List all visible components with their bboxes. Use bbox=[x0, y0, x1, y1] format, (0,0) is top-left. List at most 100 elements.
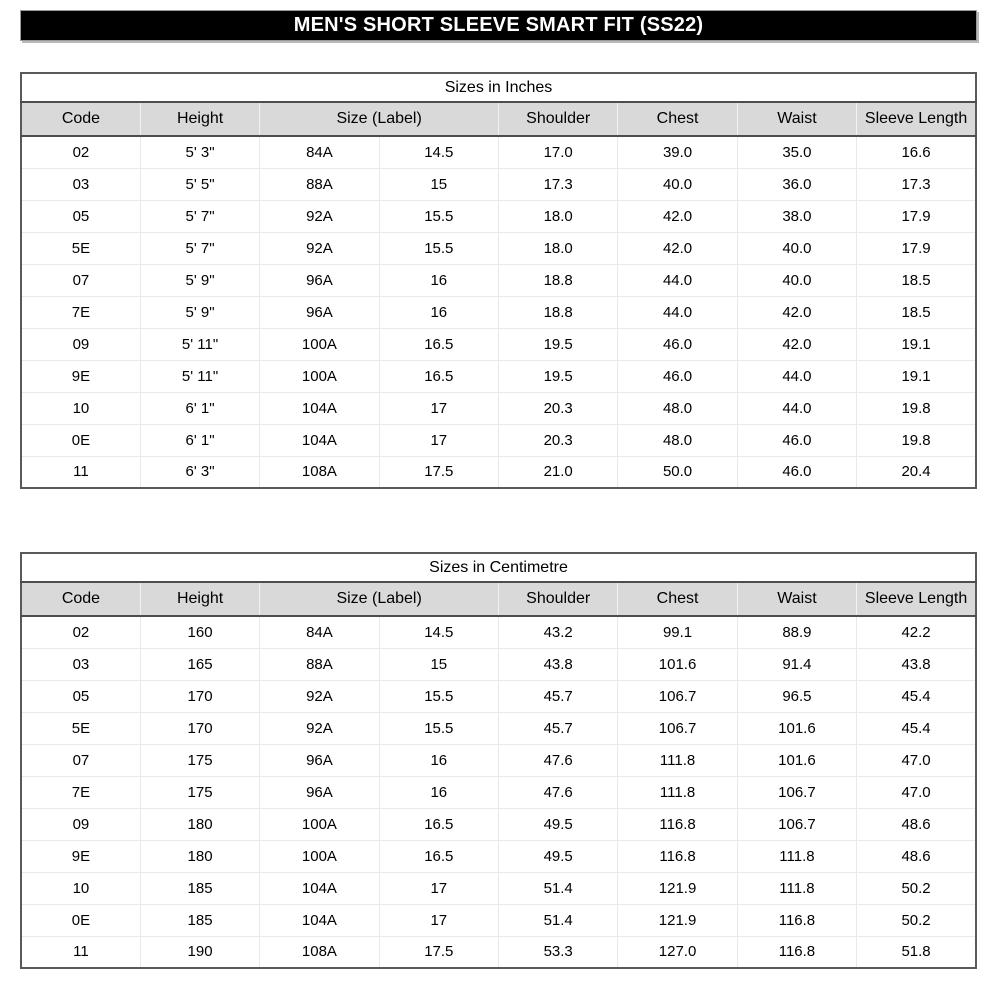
table-cell: 18.0 bbox=[497, 231, 619, 265]
table-cell: 101.6 bbox=[736, 711, 858, 745]
table-cell: 108A bbox=[259, 935, 380, 968]
table-cell: 16 bbox=[378, 295, 500, 329]
table-cell: 42.0 bbox=[736, 295, 858, 329]
table-cell: 19.1 bbox=[856, 359, 977, 393]
table-cell: 5E bbox=[20, 231, 141, 265]
table-cell: 9E bbox=[20, 359, 141, 393]
table-cell: 15 bbox=[378, 167, 500, 201]
column-header: Shoulder bbox=[497, 102, 619, 137]
table-cell: 47.0 bbox=[856, 775, 977, 809]
table-cell: 106.7 bbox=[736, 775, 858, 809]
column-header: Height bbox=[139, 102, 261, 137]
table-cell: 6' 1" bbox=[139, 423, 261, 457]
column-header: Shoulder bbox=[497, 582, 619, 617]
table-row: 05 5' 7" 92A 15.5 18.0 42.0 38.0 17.9 bbox=[20, 199, 977, 233]
table-cell: 44.0 bbox=[617, 263, 738, 297]
column-header: Code bbox=[20, 582, 141, 617]
table-cell: 18.0 bbox=[497, 199, 619, 233]
table-cell: 17.3 bbox=[856, 167, 977, 201]
table-cell: 100A bbox=[259, 359, 380, 393]
table-cell: 5' 3" bbox=[139, 135, 261, 169]
table-row: 09 5' 11" 100A 16.5 19.5 46.0 42.0 19.1 bbox=[20, 327, 977, 361]
table-row: 7E 5' 9" 96A 16 18.8 44.0 42.0 18.5 bbox=[20, 295, 977, 329]
table-row: 11 190 108A 17.5 53.3 127.0 116.8 51.8 bbox=[20, 935, 977, 968]
sizes-in-inches-table: Sizes in Inches Code Height Size (Label) Sh… bbox=[20, 72, 977, 489]
table-cell: 42.0 bbox=[736, 327, 858, 361]
table-cell: 20.3 bbox=[497, 423, 619, 457]
table-cell: 180 bbox=[139, 807, 261, 841]
table-cell: 43.8 bbox=[856, 647, 977, 681]
table-cell: 5' 7" bbox=[139, 199, 261, 233]
table-cell: 02 bbox=[20, 135, 141, 169]
column-header: Size (Label) bbox=[259, 582, 499, 617]
table-cell: 17.9 bbox=[856, 199, 977, 233]
table-cell: 108A bbox=[259, 455, 380, 488]
table-title: Sizes in Inches bbox=[21, 73, 976, 103]
table-cell: 16.5 bbox=[378, 359, 500, 393]
table-header-row: Code Height Size (Label) Shoulder Chest Waist… bbox=[20, 102, 977, 137]
table-row: 07 5' 9" 96A 16 18.8 44.0 40.0 18.5 bbox=[20, 263, 977, 297]
table-cell: 11 bbox=[20, 935, 141, 968]
table-cell: 18.5 bbox=[856, 295, 977, 329]
table-cell: 15 bbox=[378, 647, 500, 681]
table-cell: 96A bbox=[259, 295, 380, 329]
table-cell: 47.0 bbox=[856, 743, 977, 777]
table-title: Sizes in Centimetre bbox=[21, 553, 976, 583]
table-cell: 47.6 bbox=[497, 743, 619, 777]
table-cell: 106.7 bbox=[617, 679, 738, 713]
table-cell: 16 bbox=[378, 775, 500, 809]
table-row: 02 5' 3" 84A 14.5 17.0 39.0 35.0 16.6 bbox=[20, 135, 977, 169]
table-cell: 106.7 bbox=[736, 807, 858, 841]
table-cell: 116.8 bbox=[736, 935, 858, 968]
table-row: 03 5' 5" 88A 15 17.3 40.0 36.0 17.3 bbox=[20, 167, 977, 201]
table-cell: 15.5 bbox=[378, 711, 500, 745]
table-cell: 88.9 bbox=[736, 615, 858, 649]
table-cell: 101.6 bbox=[736, 743, 858, 777]
table-cell: 17 bbox=[378, 423, 500, 457]
table-cell: 16.5 bbox=[378, 839, 500, 873]
table-row: 7E 175 96A 16 47.6 111.8 106.7 47.0 bbox=[20, 775, 977, 809]
table-cell: 92A bbox=[259, 711, 380, 745]
table-cell: 20.4 bbox=[856, 455, 977, 488]
table-cell: 07 bbox=[20, 743, 141, 777]
table-cell: 96.5 bbox=[736, 679, 858, 713]
table-cell: 170 bbox=[139, 679, 261, 713]
table-cell: 18.8 bbox=[497, 263, 619, 297]
page-title: MEN'S SHORT SLEEVE SMART FIT (SS22) bbox=[293, 14, 704, 36]
table-cell: 46.0 bbox=[617, 327, 738, 361]
table-cell: 03 bbox=[20, 647, 141, 681]
column-header: Height bbox=[139, 582, 261, 617]
table-cell: 84A bbox=[259, 135, 380, 169]
table-cell: 104A bbox=[259, 423, 380, 457]
table-cell: 46.0 bbox=[736, 455, 858, 488]
table-body: 02 5' 3" 84A 14.5 17.0 39.0 35.0 16.6 03 5' 5" 88A… bbox=[20, 135, 977, 488]
table-cell: 5' 5" bbox=[139, 167, 261, 201]
table-cell: 106.7 bbox=[617, 711, 738, 745]
table-cell: 5E bbox=[20, 711, 141, 745]
table-cell: 38.0 bbox=[736, 199, 858, 233]
table-cell: 15.5 bbox=[378, 679, 500, 713]
table-cell: 5' 9" bbox=[139, 263, 261, 297]
table-cell: 96A bbox=[259, 775, 380, 809]
table-row: 10 185 104A 17 51.4 121.9 111.8 50.2 bbox=[20, 871, 977, 905]
table-cell: 111.8 bbox=[736, 839, 858, 873]
table-cell: 88A bbox=[259, 647, 380, 681]
table-cell: 45.7 bbox=[497, 679, 619, 713]
table-cell: 53.3 bbox=[497, 935, 619, 968]
table-cell: 127.0 bbox=[617, 935, 738, 968]
table-cell: 104A bbox=[259, 903, 380, 937]
table-cell: 6' 1" bbox=[139, 391, 261, 425]
table-row: 5E 5' 7" 92A 15.5 18.0 42.0 40.0 17.9 bbox=[20, 231, 977, 265]
table-cell: 160 bbox=[139, 615, 261, 649]
table-row: 05 170 92A 15.5 45.7 106.7 96.5 45.4 bbox=[20, 679, 977, 713]
table-cell: 40.0 bbox=[736, 231, 858, 265]
table-cell: 100A bbox=[259, 327, 380, 361]
table-cell: 116.8 bbox=[736, 903, 858, 937]
table-cell: 111.8 bbox=[617, 775, 738, 809]
table-cell: 0E bbox=[20, 903, 141, 937]
sizes-in-centimetre-table: Sizes in Centimetre Code Height Size (Labe… bbox=[20, 552, 977, 969]
table-cell: 48.6 bbox=[856, 839, 977, 873]
table-cell: 07 bbox=[20, 263, 141, 297]
table-cell: 170 bbox=[139, 711, 261, 745]
table-cell: 46.0 bbox=[736, 423, 858, 457]
